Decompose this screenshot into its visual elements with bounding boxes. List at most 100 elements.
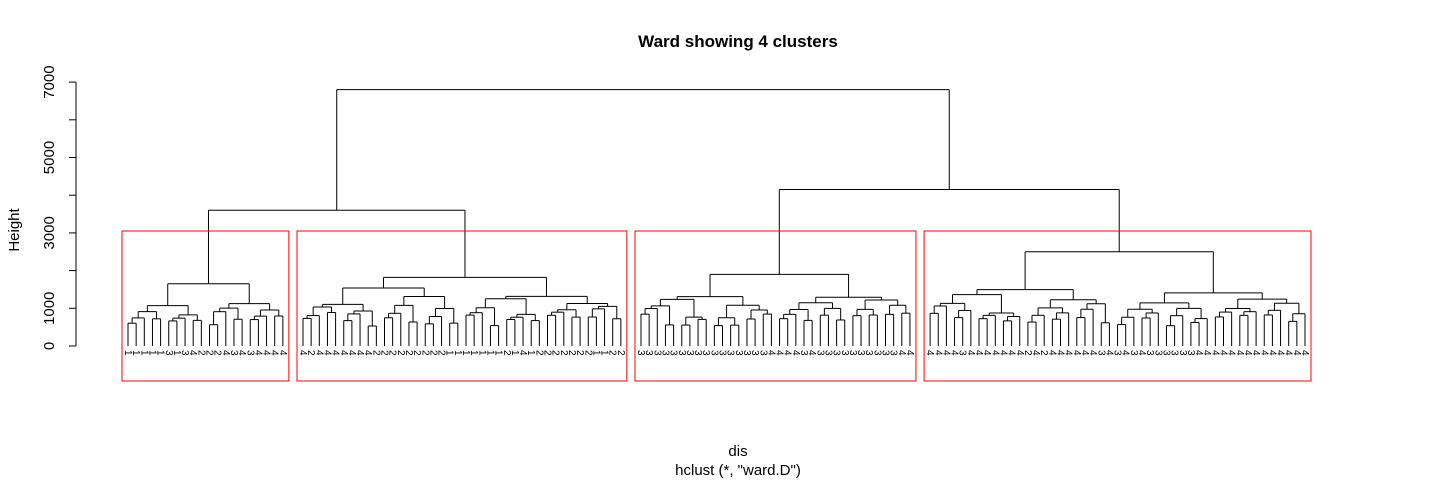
leaf-label: 2: [436, 350, 447, 356]
leaf-label: 1: [138, 350, 149, 356]
leaf-label: 2: [1022, 350, 1033, 356]
leaf-label: 3: [659, 350, 670, 356]
leaf-label: 3: [676, 350, 687, 356]
leaf-label: 3: [700, 350, 711, 356]
leaf-label: 2: [533, 350, 544, 356]
leaf-label: 1: [476, 350, 487, 356]
leaf-label: 3: [839, 350, 850, 356]
leaf-label: 4: [989, 350, 1000, 356]
leaf-label: 1: [460, 350, 471, 356]
leaf-label: 4: [330, 350, 341, 356]
leaf-label: 4: [1103, 350, 1114, 356]
leaf-label: 2: [411, 350, 422, 356]
leaf-label: 4: [1250, 350, 1261, 356]
leaf-label: 4: [1201, 350, 1212, 356]
leaf-label: 4: [1242, 350, 1253, 356]
leaf-label: 3: [855, 350, 866, 356]
y-tick-label: 3000: [41, 216, 58, 249]
leaf-label: 2: [566, 350, 577, 356]
leaf-label: 3: [1144, 350, 1155, 356]
leaf-label: 4: [1071, 350, 1082, 356]
leaf-label: 4: [1275, 350, 1286, 356]
leaf-label: 4: [252, 350, 263, 356]
leaf-label: 1: [130, 350, 141, 356]
leaf-label: 4: [1046, 350, 1057, 356]
cluster-boxes: [121, 230, 1312, 382]
leaf-label: 4: [354, 350, 365, 356]
leaf-label: 1: [468, 350, 479, 356]
leaf-label: 2: [395, 350, 406, 356]
leaf-label: 2: [550, 350, 561, 356]
leaf-label: 2: [558, 350, 569, 356]
leaf-label: 4: [346, 350, 357, 356]
y-tick-label: 0: [41, 342, 58, 350]
leaf-label: 3: [244, 350, 255, 356]
leaf-label: 4: [949, 350, 960, 356]
leaf-label: 1: [590, 350, 601, 356]
leaf-label: 4: [1136, 350, 1147, 356]
leaf-label: 2: [204, 350, 215, 356]
leaf-label: 3: [635, 350, 646, 356]
leaf-label: 1: [146, 350, 157, 356]
leaf-label: 3: [163, 350, 174, 356]
leaf-label: 4: [790, 350, 801, 356]
leaf-label: 3: [798, 350, 809, 356]
leaf-label: 3: [1112, 350, 1123, 356]
leaf-label: 2: [607, 350, 618, 356]
leaf-label: 2: [615, 350, 626, 356]
leaf-label: 3: [1095, 350, 1106, 356]
leaf-label: 4: [1258, 350, 1269, 356]
leaf-label: 3: [741, 350, 752, 356]
leaf-label: 3: [643, 350, 654, 356]
leaf-label: 2: [379, 350, 390, 356]
leaf-label: 4: [220, 350, 231, 356]
leaf-label: 4: [904, 350, 915, 356]
leaf-label: 4: [313, 350, 324, 356]
leaf-label: 4: [981, 350, 992, 356]
dendrogram-tree: [127, 89, 1306, 346]
leaf-label: 4: [924, 350, 935, 356]
leaf-label: 1: [155, 350, 166, 356]
leaf-label: 4: [1234, 350, 1245, 356]
x-axis-sublabel: hclust (*, "ward.D"): [675, 462, 801, 479]
leaf-label: 4: [932, 350, 943, 356]
leaf-label: 3: [725, 350, 736, 356]
leaf-label: 4: [965, 350, 976, 356]
leaf-label: 2: [403, 350, 414, 356]
leaf-label: 1: [599, 350, 610, 356]
leaf-label: 3: [228, 350, 239, 356]
leaf-label: 4: [973, 350, 984, 356]
leaf-label: 4: [896, 350, 907, 356]
leaf-label: 4: [338, 350, 349, 356]
leaf-label: 3: [668, 350, 679, 356]
leaf-label: 4: [1079, 350, 1090, 356]
leaf-label: 4: [1209, 350, 1220, 356]
leaf-label: 3: [733, 350, 744, 356]
leaf-label: 4: [1030, 350, 1041, 356]
leaf-label: 3: [1177, 350, 1188, 356]
leaf-label: 4: [1193, 350, 1204, 356]
leaf-label: 4: [1063, 350, 1074, 356]
leaf-label: 3: [1160, 350, 1171, 356]
leaf-label: 3: [880, 350, 891, 356]
leaf-label: 2: [582, 350, 593, 356]
leaf-label: 4: [1266, 350, 1277, 356]
leaf-label: 3: [822, 350, 833, 356]
leaf-label: 2: [195, 350, 206, 356]
leaf-label: 2: [542, 350, 553, 356]
y-axis-label: Height: [6, 207, 23, 251]
leaf-label: 4: [269, 350, 280, 356]
leaf-label: 4: [297, 350, 308, 356]
leaf-label: 1: [525, 350, 536, 356]
leaf-label: 1: [171, 350, 182, 356]
leaf-label: 1: [122, 350, 133, 356]
chart-title: Ward showing 4 clusters: [638, 32, 838, 51]
y-tick-label: 7000: [41, 65, 58, 98]
leaf-label: 2: [305, 350, 316, 356]
leaf-label: 4: [774, 350, 785, 356]
cluster-box: [121, 230, 290, 382]
leaf-label: 1: [493, 350, 504, 356]
leaf-label: 4: [940, 350, 951, 356]
leaf-label: 1: [484, 350, 495, 356]
